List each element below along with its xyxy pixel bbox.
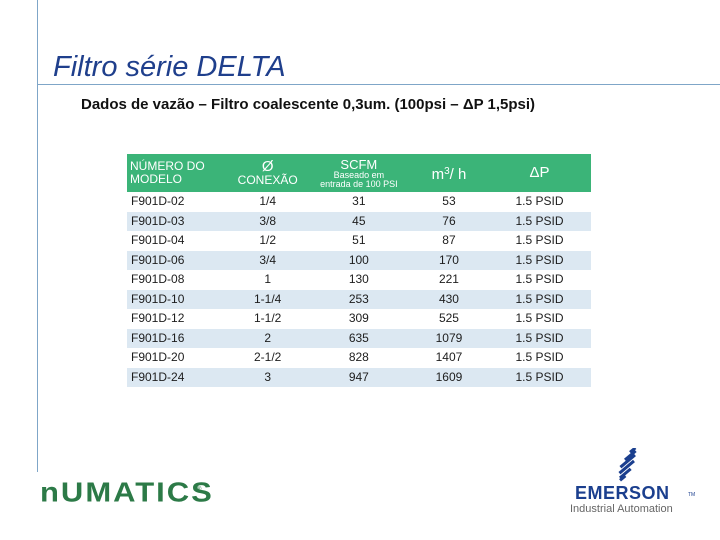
cell-model: F901D-08 <box>127 270 228 290</box>
numatics-registered-mark: ® <box>197 487 202 493</box>
header-connection-label: CONEXÃO <box>237 172 298 187</box>
cell-m3h: 87 <box>409 231 488 251</box>
cell-scfm: 309 <box>307 309 410 329</box>
slide-title: Filtro série DELTA <box>53 51 286 83</box>
table-row: F901D-03 3/8 45 76 1.5 PSID <box>127 211 591 231</box>
cell-model: F901D-24 <box>127 367 228 387</box>
header-model-line2: MODELO <box>130 172 183 186</box>
table-row: F901D-12 1-1/2 309 525 1.5 PSID <box>127 309 591 329</box>
emerson-tagline: Industrial Automation <box>570 503 673 515</box>
emerson-logo-icon <box>618 448 637 482</box>
cell-scfm: 31 <box>307 192 410 212</box>
header-connection: Ø CONEXÃO <box>227 154 308 192</box>
cell-m3h: 525 <box>409 309 488 329</box>
cell-dp: 1.5 PSID <box>488 231 591 251</box>
cell-dp: 1.5 PSID <box>488 348 591 368</box>
cell-model: F901D-20 <box>127 348 228 368</box>
cell-connection: 3/4 <box>227 250 308 270</box>
left-rule-line <box>37 0 38 472</box>
cell-dp: 1.5 PSID <box>488 289 591 309</box>
cell-dp: 1.5 PSID <box>488 328 591 348</box>
cell-scfm: 100 <box>307 250 410 270</box>
cell-scfm: 828 <box>307 348 410 368</box>
cell-scfm: 947 <box>307 367 410 387</box>
cell-m3h: 1407 <box>409 348 488 368</box>
header-scfm: SCFM Baseado em entrada de 100 PSI <box>307 154 410 192</box>
cell-m3h: 1609 <box>409 367 488 387</box>
header-m3h-base: m <box>431 165 445 183</box>
header-model-line1: NÚMERO DO <box>130 159 205 173</box>
cell-connection: 1-1/4 <box>227 289 308 309</box>
cell-dp: 1.5 PSID <box>488 309 591 329</box>
table-row: F901D-02 1/4 31 53 1.5 PSID <box>127 192 591 212</box>
cell-scfm: 635 <box>307 328 410 348</box>
header-model: NÚMERO DO MODELO <box>127 154 228 192</box>
cell-m3h: 221 <box>409 270 488 290</box>
cell-connection: 1/2 <box>227 231 308 251</box>
header-m3h-rest: / h <box>449 165 467 183</box>
cell-connection: 1 <box>227 270 308 290</box>
header-scfm-sub1: Baseado em <box>333 169 385 180</box>
table-row: F901D-20 2-1/2 828 1407 1.5 PSID <box>127 348 591 368</box>
cell-m3h: 1079 <box>409 328 488 348</box>
table-row: F901D-06 3/4 100 170 1.5 PSID <box>127 250 591 270</box>
header-m3h-sup: 3 <box>444 165 450 177</box>
header-dp-label: ΔP <box>529 164 550 181</box>
cell-connection: 3/8 <box>227 211 308 231</box>
header-row: NÚMERO DO MODELO Ø CONEXÃO SCFM Baseado … <box>127 154 591 192</box>
cell-m3h: 76 <box>409 211 488 231</box>
cell-model: F901D-06 <box>127 250 228 270</box>
cell-dp: 1.5 PSID <box>488 192 591 212</box>
cell-connection: 2 <box>227 328 308 348</box>
table-row: F901D-10 1-1/4 253 430 1.5 PSID <box>127 289 591 309</box>
header-scfm-sub2: entrada de 100 PSI <box>320 178 398 189</box>
cell-model: F901D-03 <box>127 211 228 231</box>
cell-connection: 3 <box>227 367 308 387</box>
cell-connection: 1-1/2 <box>227 309 308 329</box>
emerson-logo-text: EMERSON <box>575 483 670 503</box>
cell-dp: 1.5 PSID <box>488 250 591 270</box>
header-scfm-main: SCFM <box>340 156 378 172</box>
diameter-symbol: Ø <box>261 157 274 175</box>
cell-m3h: 170 <box>409 250 488 270</box>
table-body: F901D-02 1/4 31 53 1.5 PSID F901D-03 3/8 45 76 1… <box>127 192 591 387</box>
numatics-logo: nUMATICS <box>40 476 214 508</box>
slide-subtitle: Dados de vazão – Filtro coalescente 0,3u… <box>81 96 536 113</box>
header-m3h: m3/ h <box>409 154 488 192</box>
cell-model: F901D-04 <box>127 231 228 251</box>
cell-dp: 1.5 PSID <box>488 270 591 290</box>
cell-model: F901D-16 <box>127 328 228 348</box>
cell-scfm: 45 <box>307 211 410 231</box>
title-rule-line <box>37 84 720 85</box>
table-row: F901D-08 1 130 221 1.5 PSID <box>127 270 591 290</box>
cell-connection: 2-1/2 <box>227 348 308 368</box>
table-header: NÚMERO DO MODELO Ø CONEXÃO SCFM Baseado … <box>127 154 591 192</box>
emerson-trademark: TM <box>688 492 696 498</box>
cell-model: F901D-10 <box>127 289 228 309</box>
cell-model: F901D-12 <box>127 309 228 329</box>
cell-m3h: 53 <box>409 192 488 212</box>
flow-data-table: NÚMERO DO MODELO Ø CONEXÃO SCFM Baseado … <box>127 154 591 387</box>
cell-model: F901D-02 <box>127 192 228 212</box>
cell-scfm: 51 <box>307 231 410 251</box>
cell-scfm: 130 <box>307 270 410 290</box>
cell-scfm: 253 <box>307 289 410 309</box>
table-row: F901D-04 1/2 51 87 1.5 PSID <box>127 231 591 251</box>
cell-dp: 1.5 PSID <box>488 367 591 387</box>
cell-dp: 1.5 PSID <box>488 211 591 231</box>
header-dp: ΔP <box>488 154 591 192</box>
table-row: F901D-16 2 635 1079 1.5 PSID <box>127 328 591 348</box>
cell-connection: 1/4 <box>227 192 308 212</box>
cell-m3h: 430 <box>409 289 488 309</box>
table-row: F901D-24 3 947 1609 1.5 PSID <box>127 367 591 387</box>
